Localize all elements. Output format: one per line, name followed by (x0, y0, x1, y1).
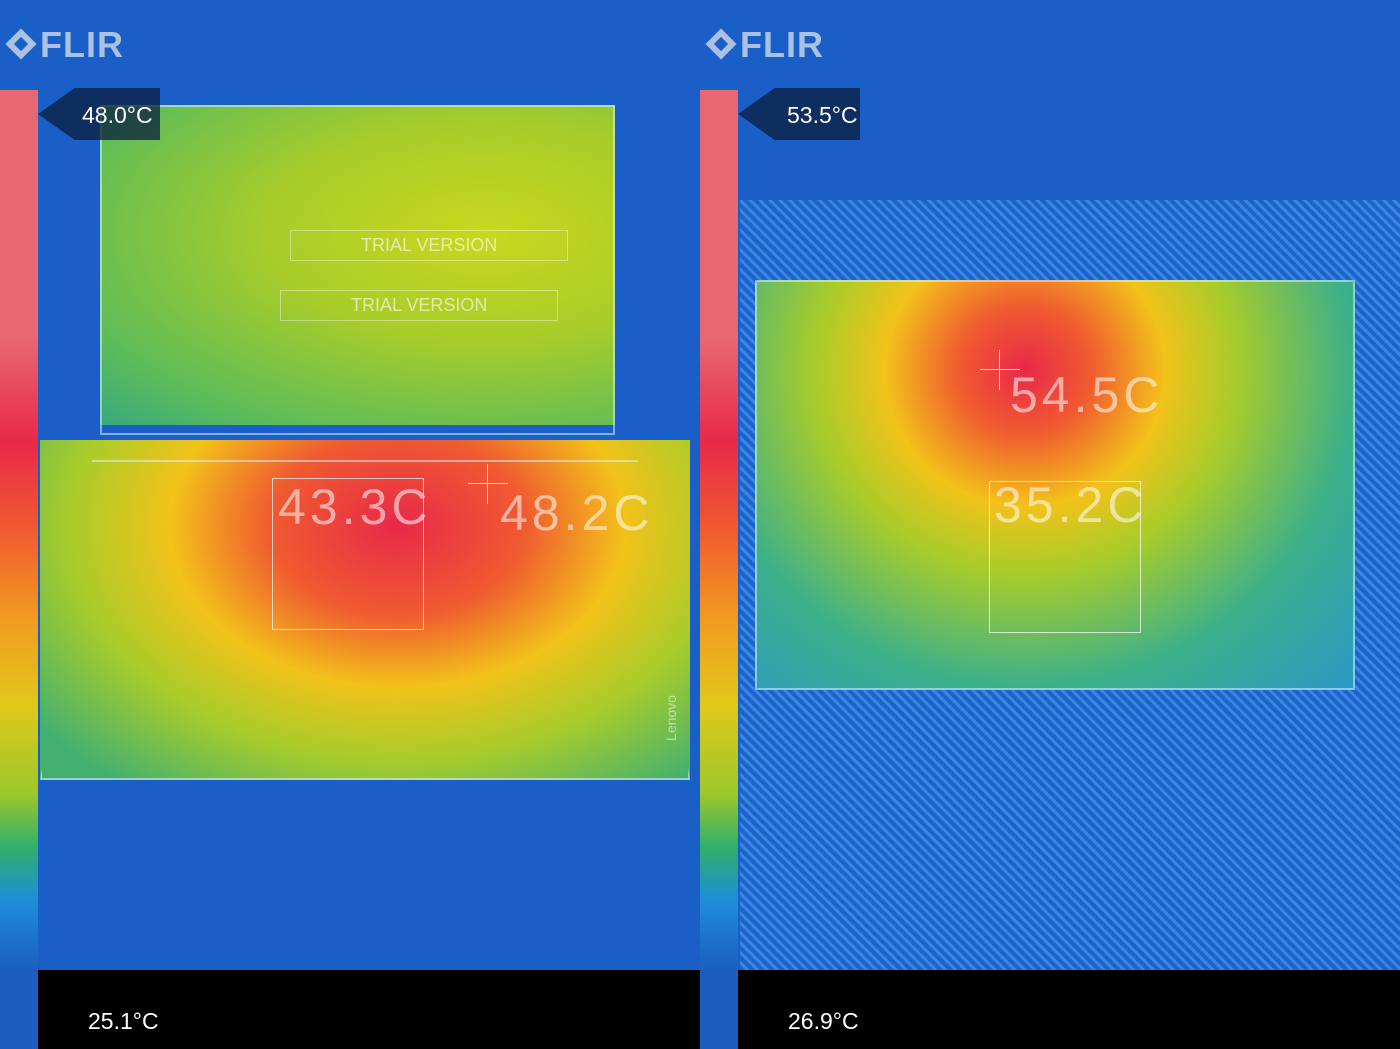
spot-box (989, 481, 1141, 633)
min-temp: 25.1°C (88, 1008, 159, 1034)
trial-watermark: TRIAL VERSION (280, 290, 559, 321)
temperature-scale (700, 90, 738, 970)
laptop-bottom-heat (755, 280, 1355, 690)
scale-base (700, 970, 738, 1049)
thermal-image-front: TRIAL VERSION TRIAL VERSION 43.3C 48.2C … (0, 0, 700, 1049)
laptop-brand: Lenovo (662, 695, 679, 741)
laptop-screen-outline (100, 105, 615, 435)
max-temp: 48.0°C (82, 102, 153, 128)
flir-logo: FLIR (705, 24, 824, 66)
spot-temp: 35.2C (994, 477, 1148, 533)
max-temp: 53.5°C (787, 102, 858, 128)
bottom-bar: 26.9°C (738, 970, 1400, 1049)
temperature-scale (0, 90, 38, 970)
spot-temp: 54.5C (1010, 367, 1164, 423)
crosshair-icon (980, 350, 1020, 390)
keyboard-deck-heat (40, 440, 690, 780)
trial-watermark: TRIAL VERSION (290, 230, 569, 261)
crosshair-icon (468, 464, 508, 504)
spot-box (272, 478, 424, 630)
laptop-bottom-outline (755, 280, 1355, 690)
laptop-screen-heat (100, 105, 615, 425)
spot-temp: 43.3C (278, 479, 432, 535)
scale-base (0, 970, 38, 1049)
bottom-bar: 25.1°C (38, 970, 700, 1049)
min-temp: 26.9°C (788, 1008, 859, 1034)
spot-temp: 48.2C (500, 485, 654, 541)
thermal-image-bottom: 54.5C 35.2C FLIR 53.5°C 26.9°C (700, 0, 1400, 1049)
flir-logo: FLIR (5, 24, 124, 66)
